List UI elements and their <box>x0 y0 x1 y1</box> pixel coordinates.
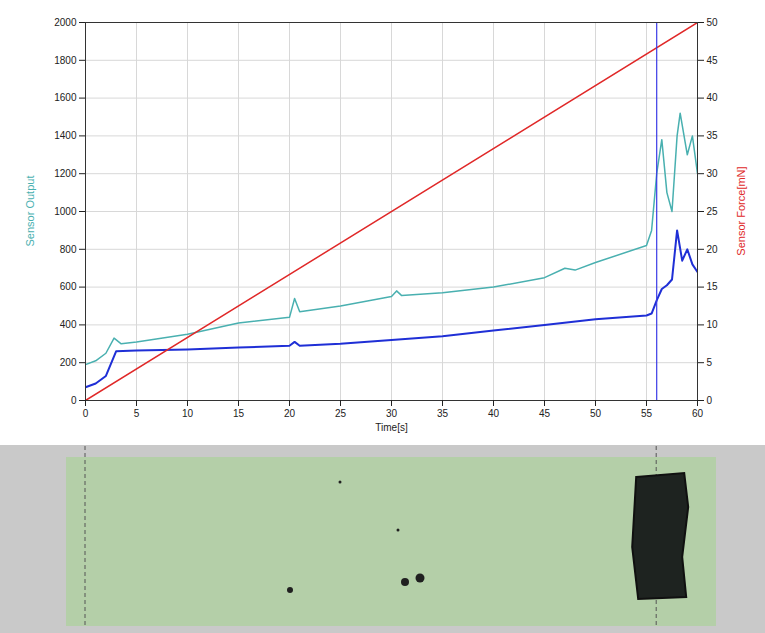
svg-text:20: 20 <box>707 244 719 255</box>
svg-text:25: 25 <box>335 408 347 419</box>
svg-text:2000: 2000 <box>54 17 77 28</box>
svg-text:60: 60 <box>692 408 704 419</box>
svg-text:45: 45 <box>539 408 551 419</box>
svg-text:200: 200 <box>60 357 77 368</box>
svg-text:0: 0 <box>707 395 713 406</box>
svg-text:30: 30 <box>707 168 719 179</box>
svg-text:0: 0 <box>83 408 89 419</box>
html-text:Sensor Force[mN]: Sensor Force[mN] <box>734 166 747 256</box>
svg-text:600: 600 <box>60 281 77 292</box>
svg-text:1000: 1000 <box>54 206 77 217</box>
svg-text:800: 800 <box>60 244 77 255</box>
svg-text:25: 25 <box>707 206 719 217</box>
svg-text:1600: 1600 <box>54 92 77 103</box>
svg-text:5: 5 <box>134 408 140 419</box>
svg-text:15: 15 <box>707 281 719 292</box>
svg-text:1400: 1400 <box>54 130 77 141</box>
svg-text:40: 40 <box>488 408 500 419</box>
svg-text:40: 40 <box>707 92 719 103</box>
svg-text:30: 30 <box>386 408 398 419</box>
svg-text:50: 50 <box>590 408 602 419</box>
svg-text:10: 10 <box>182 408 194 419</box>
svg-text:1200: 1200 <box>54 168 77 179</box>
svg-text:5: 5 <box>707 357 713 368</box>
svg-text:1800: 1800 <box>54 55 77 66</box>
svg-text:10: 10 <box>707 319 719 330</box>
html-text:Sensor Output: Sensor Output <box>24 175 36 247</box>
svg-text:55: 55 <box>641 408 653 419</box>
svg-text:0: 0 <box>71 395 77 406</box>
svg-text:35: 35 <box>707 130 719 141</box>
svg-text:15: 15 <box>233 408 245 419</box>
svg-text:45: 45 <box>707 55 719 66</box>
svg-text:50: 50 <box>707 17 719 28</box>
svg-text:35: 35 <box>437 408 449 419</box>
svg-text:400: 400 <box>60 319 77 330</box>
svg-text:20: 20 <box>284 408 296 419</box>
svg-text:Time[s]: Time[s] <box>375 422 408 433</box>
